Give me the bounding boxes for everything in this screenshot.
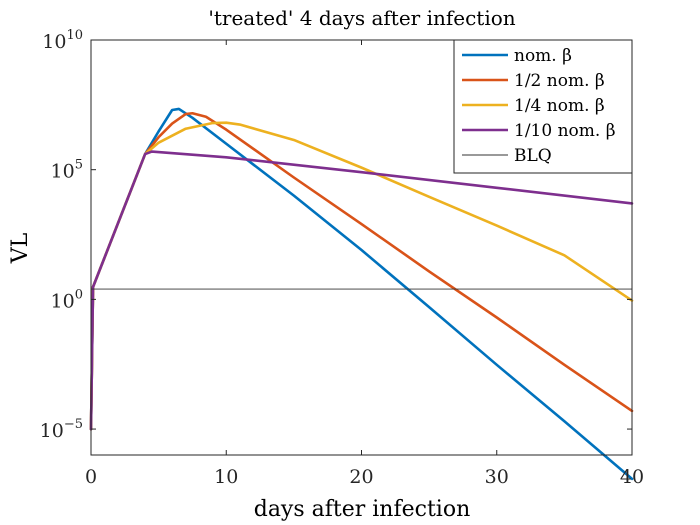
legend-label: 1/4 nom. β	[514, 96, 605, 116]
axes-layer: 0 10 20 30 40 10−5 100 105 1010	[40, 28, 644, 488]
x-tick-label: 30	[485, 466, 509, 488]
x-axis-label: days after infection	[254, 497, 471, 522]
y-tick-label: 100	[51, 287, 83, 312]
legend-box	[453, 39, 633, 174]
series-layer	[89, 107, 634, 481]
legend-label: BLQ	[514, 146, 552, 166]
legend: nom. β 1/2 nom. β 1/4 nom. β 1/10 nom. β BLQ	[453, 39, 633, 174]
x-tick-label: 20	[349, 466, 373, 488]
y-tick-label: 105	[51, 158, 83, 183]
legend-label: 1/2 nom. β	[514, 71, 605, 91]
y-tick-label: 1010	[42, 28, 83, 53]
y-tick-label: 10−5	[40, 417, 83, 442]
y-axis-label: VL	[8, 232, 33, 264]
chart-title: 'treated' 4 days after infection	[208, 6, 515, 30]
series-line-3	[89, 150, 634, 431]
x-tick-label: 10	[214, 466, 238, 488]
x-tick-label: 40	[620, 466, 644, 488]
legend-label: nom. β	[514, 46, 572, 66]
series-line-1	[89, 111, 634, 431]
legend-label: 1/10 nom. β	[514, 121, 616, 141]
x-tick-label: 0	[85, 466, 97, 488]
